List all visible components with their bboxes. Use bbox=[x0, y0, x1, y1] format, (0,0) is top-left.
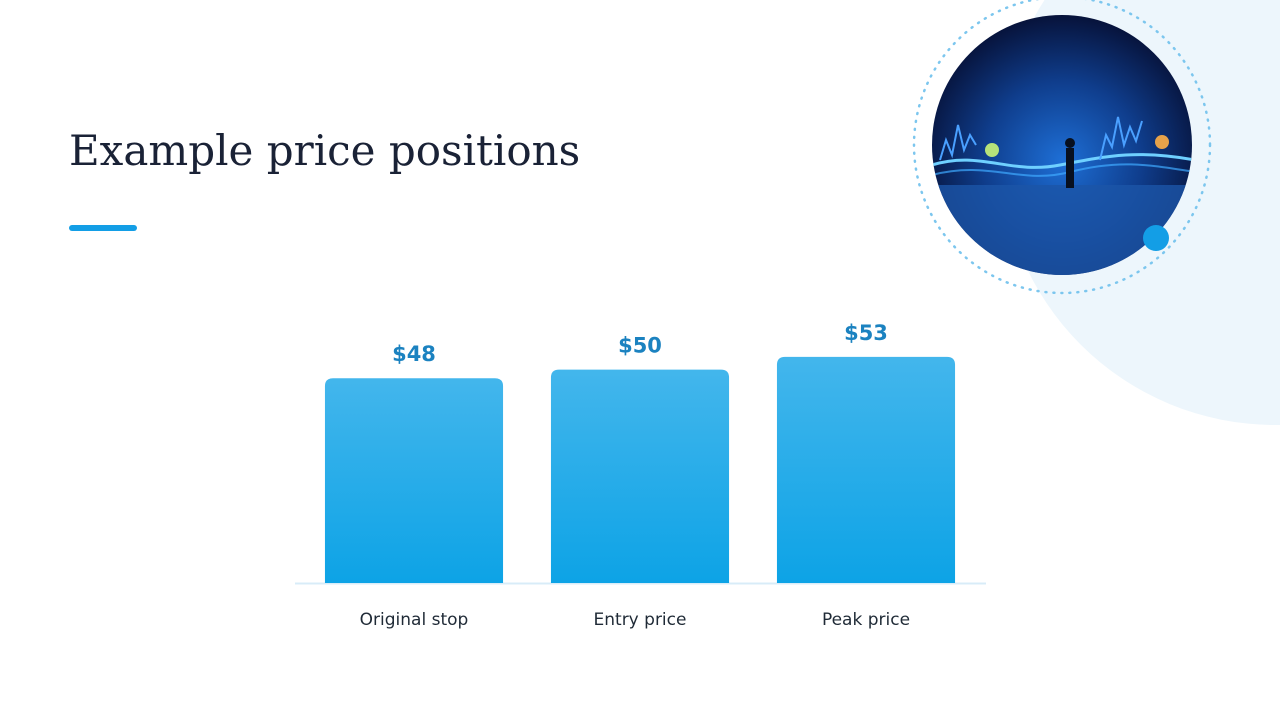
bar bbox=[324, 378, 504, 583]
accent-dot bbox=[1143, 225, 1169, 251]
x-tick-label: Original stop bbox=[360, 610, 469, 630]
bar bbox=[776, 356, 956, 583]
title-underline bbox=[69, 225, 137, 231]
value-label: $50 bbox=[618, 334, 662, 358]
x-tick-label: Peak price bbox=[822, 610, 910, 630]
value-label: $48 bbox=[392, 342, 436, 366]
x-tick-label: Entry price bbox=[594, 610, 687, 630]
dotted-ring bbox=[912, 0, 1212, 295]
value-label: $53 bbox=[844, 321, 888, 345]
chart-title: Example price positions bbox=[69, 126, 580, 175]
bar bbox=[550, 369, 730, 583]
